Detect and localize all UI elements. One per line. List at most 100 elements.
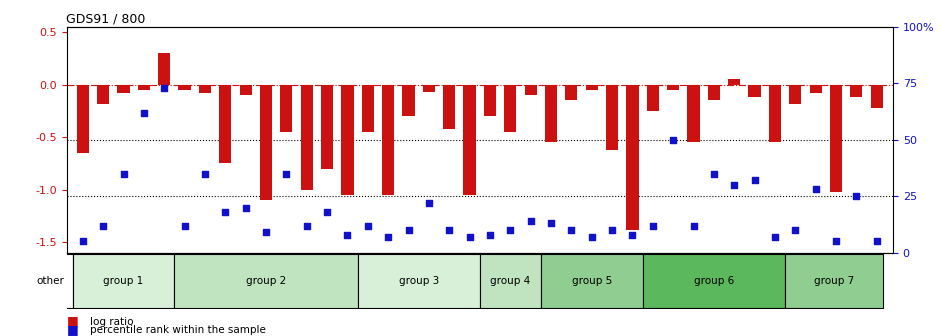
Text: group 2: group 2 [246, 276, 286, 286]
Bar [524, 85, 537, 95]
Bar [300, 85, 313, 190]
FancyBboxPatch shape [175, 254, 357, 308]
Text: group 4: group 4 [490, 276, 530, 286]
Bar [423, 85, 435, 92]
Text: other: other [37, 276, 65, 286]
Point [563, 227, 579, 233]
Bar [362, 85, 374, 132]
Point [238, 205, 254, 210]
Point [604, 227, 619, 233]
Bar [219, 85, 232, 163]
Bar [239, 85, 252, 95]
Point [258, 230, 274, 235]
Bar [504, 85, 517, 132]
Text: ■: ■ [66, 323, 78, 336]
Bar [708, 85, 720, 100]
FancyBboxPatch shape [642, 254, 785, 308]
Text: group 7: group 7 [814, 276, 854, 286]
Text: group 1: group 1 [104, 276, 143, 286]
Point [116, 171, 131, 176]
Bar [789, 85, 802, 103]
Bar [626, 85, 638, 229]
FancyBboxPatch shape [357, 254, 480, 308]
Point [278, 171, 294, 176]
Point [198, 171, 213, 176]
Bar [97, 85, 109, 103]
Text: ■: ■ [66, 314, 78, 327]
Point [340, 232, 355, 237]
Bar [382, 85, 394, 195]
Point [686, 223, 701, 228]
Point [401, 227, 416, 233]
Bar [749, 85, 761, 97]
Point [503, 227, 518, 233]
Point [442, 227, 457, 233]
Point [869, 239, 884, 244]
Point [177, 223, 192, 228]
Bar [769, 85, 781, 142]
Bar [585, 85, 598, 90]
Bar [565, 85, 578, 100]
Point [727, 182, 742, 187]
Point [747, 178, 762, 183]
Point [136, 110, 151, 115]
Bar [77, 85, 89, 153]
Point [625, 232, 640, 237]
Point [706, 171, 721, 176]
Bar [545, 85, 557, 142]
Point [848, 194, 864, 199]
Point [543, 221, 559, 226]
Bar [341, 85, 353, 195]
Bar [280, 85, 293, 132]
Point [828, 239, 844, 244]
Point [75, 239, 90, 244]
FancyBboxPatch shape [56, 254, 72, 308]
Point [421, 200, 436, 206]
Text: log ratio: log ratio [90, 317, 134, 327]
Point [808, 187, 824, 192]
Point [157, 85, 172, 90]
Point [462, 234, 477, 240]
Bar [667, 85, 679, 90]
Bar [118, 85, 129, 93]
Bar [443, 85, 455, 129]
Bar [158, 53, 170, 85]
Bar [728, 79, 740, 85]
FancyBboxPatch shape [785, 254, 883, 308]
Bar [199, 85, 211, 93]
FancyBboxPatch shape [72, 254, 175, 308]
Bar [830, 85, 842, 192]
Point [666, 137, 681, 142]
Point [645, 223, 660, 228]
Text: percentile rank within the sample: percentile rank within the sample [90, 325, 266, 335]
Bar [179, 85, 191, 90]
Bar [484, 85, 496, 116]
Bar [138, 85, 150, 90]
Text: GDS91 / 800: GDS91 / 800 [66, 13, 146, 26]
Bar [688, 85, 699, 142]
Point [360, 223, 375, 228]
Bar [870, 85, 883, 108]
Point [319, 209, 334, 215]
Point [218, 209, 233, 215]
Point [768, 234, 783, 240]
Text: group 6: group 6 [694, 276, 734, 286]
Point [483, 232, 498, 237]
Point [584, 234, 599, 240]
Text: group 3: group 3 [399, 276, 439, 286]
Point [523, 218, 539, 224]
Bar [464, 85, 476, 195]
Point [381, 234, 396, 240]
Bar [260, 85, 272, 200]
Point [299, 223, 314, 228]
Point [96, 223, 111, 228]
Bar [606, 85, 618, 150]
Bar [321, 85, 333, 169]
Text: group 5: group 5 [572, 276, 612, 286]
Point [788, 227, 803, 233]
FancyBboxPatch shape [480, 254, 541, 308]
Bar [647, 85, 659, 111]
Bar [809, 85, 822, 93]
FancyBboxPatch shape [541, 254, 642, 308]
Bar [403, 85, 414, 116]
